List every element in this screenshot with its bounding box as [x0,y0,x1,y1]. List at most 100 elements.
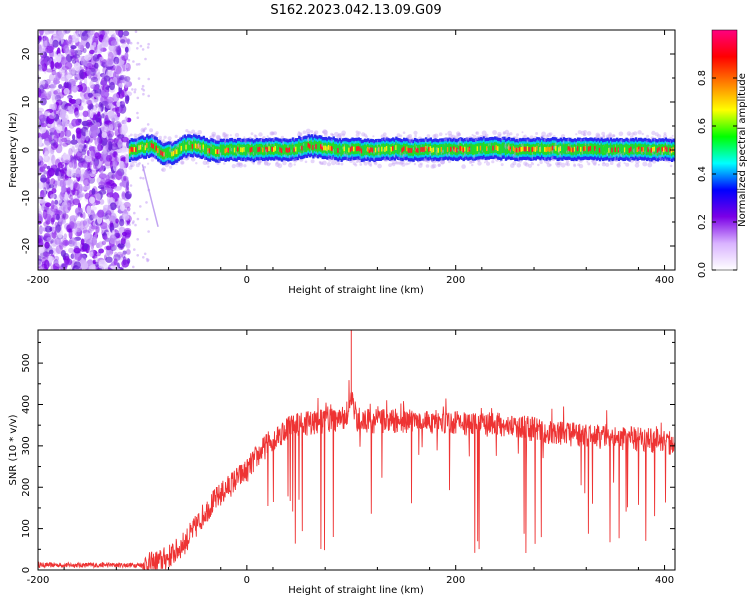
noise-speckle [50,200,55,210]
track-core [185,144,188,150]
track-halo [481,130,487,136]
track-core [202,144,205,150]
track-band-green [484,143,487,155]
noise-speckle [60,168,68,174]
track-core [196,144,199,149]
noise-speckle [45,146,52,154]
noise-speckle [66,166,70,176]
track-core [468,146,472,152]
noise-speckle [116,45,121,56]
noise-speckle [56,213,60,221]
snr-frame [37,329,676,571]
snr-ylabel: SNR (10 * v/v) [8,414,19,485]
track-core [130,146,133,152]
track-halo [623,162,626,165]
track-core [240,147,243,153]
track-band-green [565,143,569,155]
track-halo [652,159,656,164]
track-halo [224,134,229,140]
track-core [312,145,315,150]
noise-speckle [101,240,107,246]
track-halo [158,135,162,140]
noise-speckle [125,63,129,69]
noise-speckle [87,69,92,80]
track-core [567,146,570,152]
track-band-green [399,144,403,156]
track-halo [457,132,461,137]
noise-speckle [52,39,59,48]
track-band-green [575,144,578,156]
track-core [258,146,262,152]
track-halo [471,133,474,137]
track-core [608,148,611,153]
track-core [514,147,517,153]
track-halo [209,136,212,139]
track-band-green [316,142,320,153]
track-core [536,145,539,151]
track-halo [477,161,482,166]
track-band-green [612,144,616,155]
noise-speckle [124,91,133,97]
track-band-green [213,145,216,156]
noise-speckle [100,96,104,102]
track-halo [440,159,446,165]
track-core [584,146,588,151]
track-band-green [592,144,595,155]
noise-speckle [107,204,112,214]
noise-speckle [124,116,128,123]
track-halo [575,133,578,136]
track-core [572,147,575,153]
track-halo [319,161,324,165]
track-halo [164,163,169,168]
track-core [243,147,246,152]
track-band-green [504,144,508,155]
noise-speckle [40,79,46,85]
track-halo [363,133,367,137]
noise-speckle [71,67,76,75]
noise-speckle [136,238,139,241]
track-halo [133,133,138,138]
track-halo [392,162,396,167]
track-halo [392,159,398,165]
noise-speckle [80,260,88,270]
noise-speckle [59,179,65,188]
noise-speckle [54,61,62,69]
track-halo [566,162,570,167]
y-tick-label: 200 [21,478,32,497]
colorbar-tick-label: 0.2 [697,214,708,230]
track-band-green [398,143,401,155]
noise-speckle [97,143,102,152]
track-halo [168,139,172,142]
track-halo [461,164,466,169]
track-halo [162,138,165,141]
track-halo [150,158,155,162]
track-band-green [414,143,417,155]
noise-speckle [120,237,126,246]
track-core [476,146,479,152]
track-halo [609,161,614,165]
noise-speckle [62,142,69,147]
noise-speckle [50,178,56,185]
noise-speckle [104,63,109,68]
track-halo [602,134,606,138]
noise-speckle [126,181,129,191]
track-band-green [586,143,589,155]
noise-speckle [38,246,45,254]
noise-speckle [98,259,107,267]
track-halo [561,134,565,139]
noise-speckle [64,81,72,89]
track-core [456,147,459,153]
noise-speckle [63,88,70,95]
track-core [360,148,364,154]
track-core [401,147,404,153]
track-halo [340,162,344,166]
track-band-green [282,144,285,155]
track-core [548,147,552,152]
noise-speckle [76,150,82,157]
noise-speckle [93,42,97,48]
y-tick-label: 400 [21,395,32,414]
track-core [664,146,667,151]
track-band-green [141,141,144,152]
track-band-green [246,144,249,155]
noise-speckle [82,212,86,219]
